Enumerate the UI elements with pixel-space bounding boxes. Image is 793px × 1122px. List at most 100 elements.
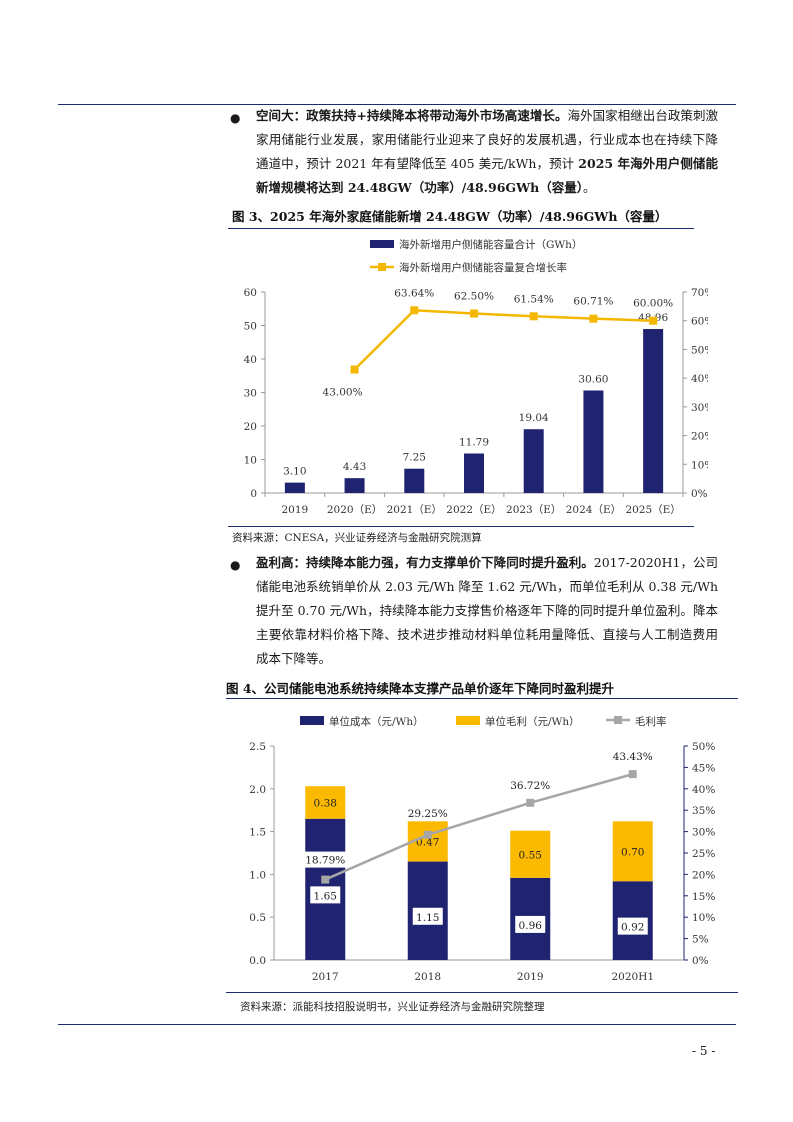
y-tick-label: 1.0	[249, 869, 266, 881]
paragraph2-text: 2017-2020H1，公司储能电池系统销单价从 2.03 元/Wh 降至 1.…	[256, 555, 718, 666]
paragraph-bold-tail: 2025 年海外用户侧储能新增规模将达到 24.48GW（功率）/48.96GW…	[256, 156, 718, 195]
line-value-label: 43.00%	[323, 387, 363, 399]
line-value-label: 29.25%	[408, 808, 448, 820]
bar	[344, 478, 365, 493]
bar-margin	[510, 830, 551, 878]
y2-tick-label: 30%	[692, 827, 715, 839]
legend-label-line: 海外新增用户侧储能容量复合增长率	[399, 261, 567, 274]
bullet-1: ●	[230, 111, 241, 125]
x-tick-label: 2021（E）	[387, 504, 442, 516]
bottom-rule	[58, 1024, 736, 1025]
bar	[523, 429, 544, 493]
figure4-bottom-rule	[226, 992, 738, 993]
paragraph-profit: 盈利高：持续降本能力强，有力支撑单价下降同时提升盈利。2017-2020H1，公…	[256, 551, 718, 671]
bar	[284, 482, 305, 493]
x-tick-label: 2017	[312, 971, 339, 983]
y-tick-label: 10	[244, 455, 257, 467]
line-value-label: 60.71%	[573, 296, 613, 308]
bar-margin	[612, 821, 653, 882]
series-line-growth	[353, 308, 654, 371]
y2-tick-label: 0%	[691, 488, 708, 500]
legend-swatch-cost	[300, 716, 324, 725]
x-tick-label: 2023（E）	[506, 504, 561, 516]
line-marker	[350, 365, 359, 374]
figure4-top-rule	[226, 698, 738, 699]
series-line-gross-margin	[324, 772, 634, 881]
y-tick-label: 0	[250, 488, 257, 500]
legend-label-rate: 毛利率	[635, 715, 667, 728]
x-tick-label: 2020H1	[611, 971, 654, 983]
bar	[404, 468, 425, 493]
line-value-label: 36.72%	[510, 780, 550, 792]
legend-label-bar: 海外新增用户侧储能容量合计（GWh）	[399, 238, 582, 251]
y2-tick-label: 15%	[692, 891, 715, 903]
figure3-source: 资料来源：CNESA，兴业证券经济与金融研究院测算	[232, 532, 482, 544]
line-marker	[470, 309, 478, 318]
y-tick-label: 1.5	[249, 827, 266, 839]
x-tick-label: 2020（E）	[327, 504, 382, 516]
y2-tick-label: 0%	[692, 955, 709, 967]
line-marker	[423, 830, 432, 839]
paragraph-lead: 空间大：政策扶持+持续降本将带动海外市场高速增长。	[256, 108, 568, 123]
figure3-title: 图 3、2025 年海外家庭储能新增 24.48GW（功率）/48.96GWh（…	[232, 209, 668, 224]
y-tick-label: 2.5	[249, 741, 266, 753]
line-marker	[529, 312, 538, 321]
x-tick-label: 2019	[281, 504, 308, 516]
y2-tick-label: 20%	[691, 431, 708, 443]
x-tick-label: 2022（E）	[446, 504, 501, 516]
bar-cost-label-bg	[310, 886, 341, 904]
top-rule	[58, 104, 736, 105]
line-value-label: 18.79%	[305, 855, 345, 867]
x-tick-label: 2019	[517, 971, 544, 983]
line-value-label: 63.64%	[394, 287, 434, 299]
bar	[464, 453, 484, 493]
bar-value-label: 3.10	[283, 466, 306, 478]
bar-cost-label: 0.92	[621, 922, 644, 934]
y2-tick-label: 45%	[692, 762, 715, 774]
y-tick-label: 30	[244, 388, 257, 400]
line-label-bg	[301, 851, 350, 868]
paragraph2-lead: 盈利高：持续降本能力强，有力支撑单价下降同时提升盈利。	[256, 555, 594, 570]
bar	[643, 328, 664, 493]
page-number: - 5 -	[692, 1044, 716, 1058]
line-value-label: 61.54%	[514, 293, 554, 305]
y2-tick-label: 35%	[692, 805, 715, 817]
bar-cost-label-bg	[515, 915, 546, 933]
bar-cost-label: 1.15	[416, 912, 439, 924]
legend-marker-rate	[614, 716, 622, 724]
line-marker	[526, 798, 535, 807]
y2-tick-label: 60%	[691, 316, 708, 328]
figure4-source: 资料来源：派能科技招股说明书，兴业证券经济与金融研究院整理	[240, 1001, 545, 1013]
bar-margin	[305, 786, 346, 819]
y2-tick-label: 10%	[692, 912, 715, 924]
bar-margin-label: 0.38	[314, 797, 337, 809]
bar-margin-label: 0.55	[519, 849, 542, 861]
bar-margin-label: 0.47	[416, 836, 439, 848]
x-tick-label: 2025（E）	[625, 504, 680, 516]
line-value-label: 43.43%	[613, 751, 653, 763]
bar-value-label: 11.79	[459, 437, 489, 449]
y-tick-label: 20	[244, 421, 257, 433]
figure4-title: 图 4、公司储能电池系统持续降本支撑产品单价逐年下降同时盈利提升	[226, 681, 615, 696]
chart-cost-margin: 单位成本（元/Wh） 单位毛利（元/Wh） 毛利率 0.0 0.5 1.0 1.5 2.0 2.…	[249, 715, 715, 983]
y-tick-label: 60	[244, 287, 257, 299]
x-tick-label: 2018	[414, 971, 441, 983]
bar	[583, 390, 604, 493]
paragraph-text: 海外国家相继出台政策刺激家用储能行业发展，家用储能行业迎来了良好的发展机遇，行业…	[256, 108, 718, 171]
bullet-2: ●	[230, 558, 241, 572]
bar-value-label: 7.25	[403, 452, 426, 464]
line-value-label: 60.00%	[633, 298, 673, 310]
chart-overseas-storage: 海外新增用户侧储能容量合计（GWh） 海外新增用户侧储能容量复合增长率 0 10 20 3…	[244, 238, 708, 516]
legend-label-margin: 单位毛利（元/Wh）	[485, 715, 580, 728]
legend-marker-line	[378, 263, 386, 271]
line-value-label: 62.50%	[454, 291, 494, 303]
y2-tick-label: 70%	[691, 287, 708, 299]
bar-value-label: 30.60	[578, 373, 608, 385]
figure3-top-rule	[228, 228, 694, 229]
y2-tick-label: 5%	[692, 934, 709, 946]
bar-cost-label-bg	[412, 907, 443, 925]
y-tick-label: 2.0	[249, 784, 266, 796]
y-tick-label: 0.5	[249, 912, 266, 924]
y-tick-label: 50	[244, 321, 257, 333]
line-marker	[410, 306, 419, 315]
